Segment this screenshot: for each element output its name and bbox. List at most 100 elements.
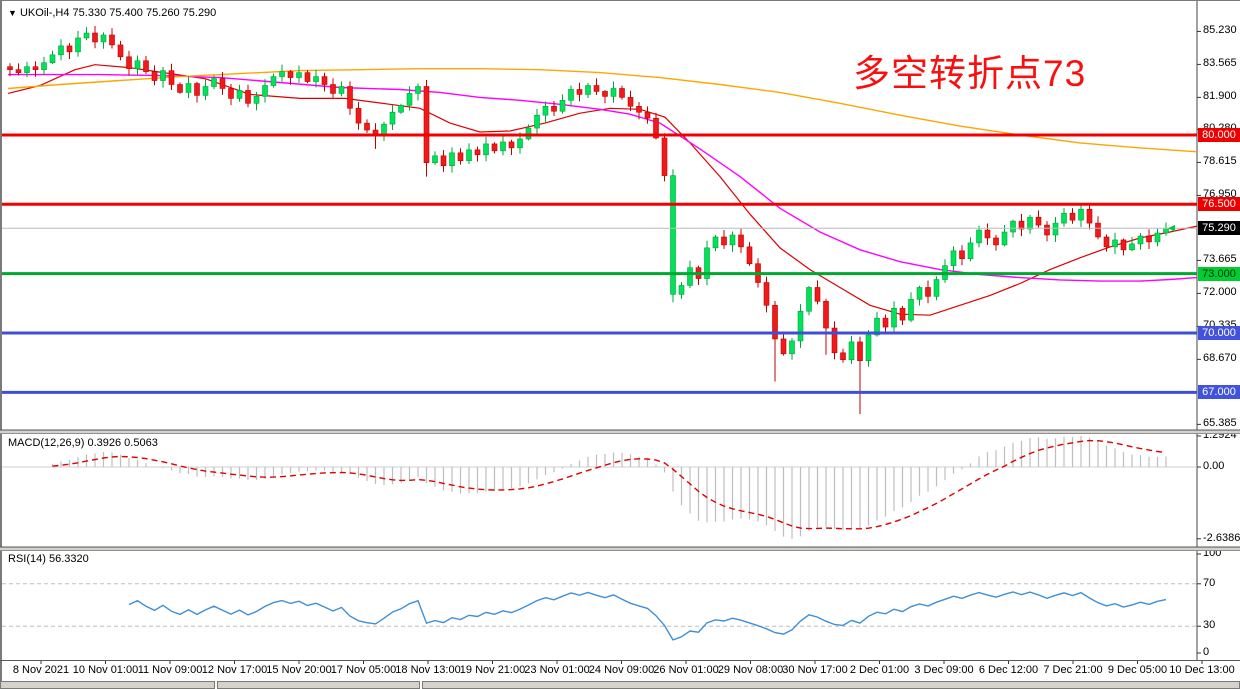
candle-up [535,115,540,128]
candle-up [297,73,302,78]
candle-down [220,79,225,89]
price-badge: 73.000 [1198,267,1240,281]
candle-down [492,144,497,151]
macd-axis-label: 0.00 [1203,460,1224,472]
candle-down [637,106,642,112]
candle-up [407,93,412,105]
candle-up [339,86,344,93]
candle-up [1138,236,1143,244]
price-badge: 80.000 [1198,128,1240,142]
price-badge: 67.000 [1198,385,1240,399]
time-axis-label: 10 Dec 13:00 [1169,664,1234,676]
candle-down [985,230,990,238]
candle-down [1104,237,1109,247]
candle-up [271,77,276,86]
candle-up [611,88,616,96]
candle-up [203,86,208,95]
candle-down [365,123,370,130]
price-axis-label: 85.230 [1203,24,1237,36]
candle-down [1147,236,1152,242]
candle-down [8,67,13,70]
candle-down [178,85,183,93]
candle-up [892,308,897,327]
candle-up [399,105,404,112]
price-badge: 75.290 [1198,221,1240,235]
candle-down [739,235,744,247]
candle-up [713,237,718,248]
price-axis-label: 68.670 [1203,352,1237,364]
candle-down [824,301,829,328]
candle-down [1045,225,1050,235]
panel-splitter-macd[interactable] [0,430,1240,434]
time-axis-label: 15 Nov 20:00 [266,664,331,676]
ma-mid-magenta [8,75,1197,282]
candle-down [152,72,157,81]
candle-up [450,153,455,166]
rsi-header: RSI(14) 56.3320 [8,553,89,565]
candle-down [645,112,650,118]
candle-up [1011,221,1016,232]
time-axis-border [0,660,1240,661]
panel-splitter-rsi[interactable] [0,547,1240,551]
candle-down [1121,240,1126,250]
candle-up [730,235,735,245]
candle-down [1096,223,1101,237]
candle-up [807,287,812,311]
price-badge: 76.500 [1198,197,1240,211]
time-axis-label: 24 Nov 09:00 [589,664,654,676]
time-axis-label: 3 Dec 09:00 [914,664,973,676]
candle-down [127,57,132,69]
time-axis-label: 10 Nov 01:00 [73,664,138,676]
chart-window: ▼ UKOil-,H4 75.330 75.400 75.260 75.290 … [0,0,1240,689]
chevron-down-icon[interactable]: ▼ [8,8,17,18]
candle-up [560,100,565,111]
time-axis-label: 17 Nov 05:00 [331,664,396,676]
time-axis-label: 7 Dec 21:00 [1043,664,1102,676]
macd-axis-label: -2.6386 [1203,532,1240,544]
time-axis-label: 8 Nov 2021 [13,664,69,676]
candle-up [790,341,795,354]
macd-signal-line [53,441,1167,529]
time-axis-label: 18 Nov 13:00 [395,664,460,676]
candle-up [59,46,64,55]
symbol-header: ▼ UKOil-,H4 75.330 75.400 75.260 75.290 [8,7,216,19]
candle-up [968,243,973,259]
candle-down [93,33,98,42]
candle-up [237,90,242,98]
candle-down [322,77,327,85]
candle-up [135,61,140,69]
candle-up [849,342,854,360]
candle-up [76,38,81,52]
candle-down [441,156,446,166]
candle-up [84,33,89,38]
candle-up [679,285,684,294]
price-badge: 70.000 [1198,326,1240,340]
price-axis-label: 65.385 [1203,417,1237,429]
candle-down [960,251,965,259]
candle-down [144,61,149,72]
candle-up [416,86,421,93]
candle-down [994,238,999,245]
candle-up [909,299,914,320]
candle-up [1164,228,1169,233]
chart-canvas[interactable] [0,1,1240,689]
time-axis-label: 23 Nov 01:00 [524,664,589,676]
time-axis-label: 19 Nov 21:00 [460,664,525,676]
candle-down [900,308,905,320]
candle-up [1028,217,1033,229]
candle-up [518,139,523,148]
candle-down [373,130,378,134]
candle-down [246,90,251,103]
candle-up [25,67,30,73]
candle-down [594,86,599,92]
price-axis-label: 78.615 [1203,155,1237,167]
time-axis-label: 29 Nov 08:00 [718,664,783,676]
candle-down [305,73,310,82]
candle-up [484,144,489,155]
candle-up [433,156,438,163]
candle-down [1087,209,1092,223]
candle-down [722,237,727,245]
macd-header: MACD(12,26,9) 0.3926 0.5063 [8,437,158,449]
candle-up [101,35,106,42]
candle-down [424,86,429,162]
